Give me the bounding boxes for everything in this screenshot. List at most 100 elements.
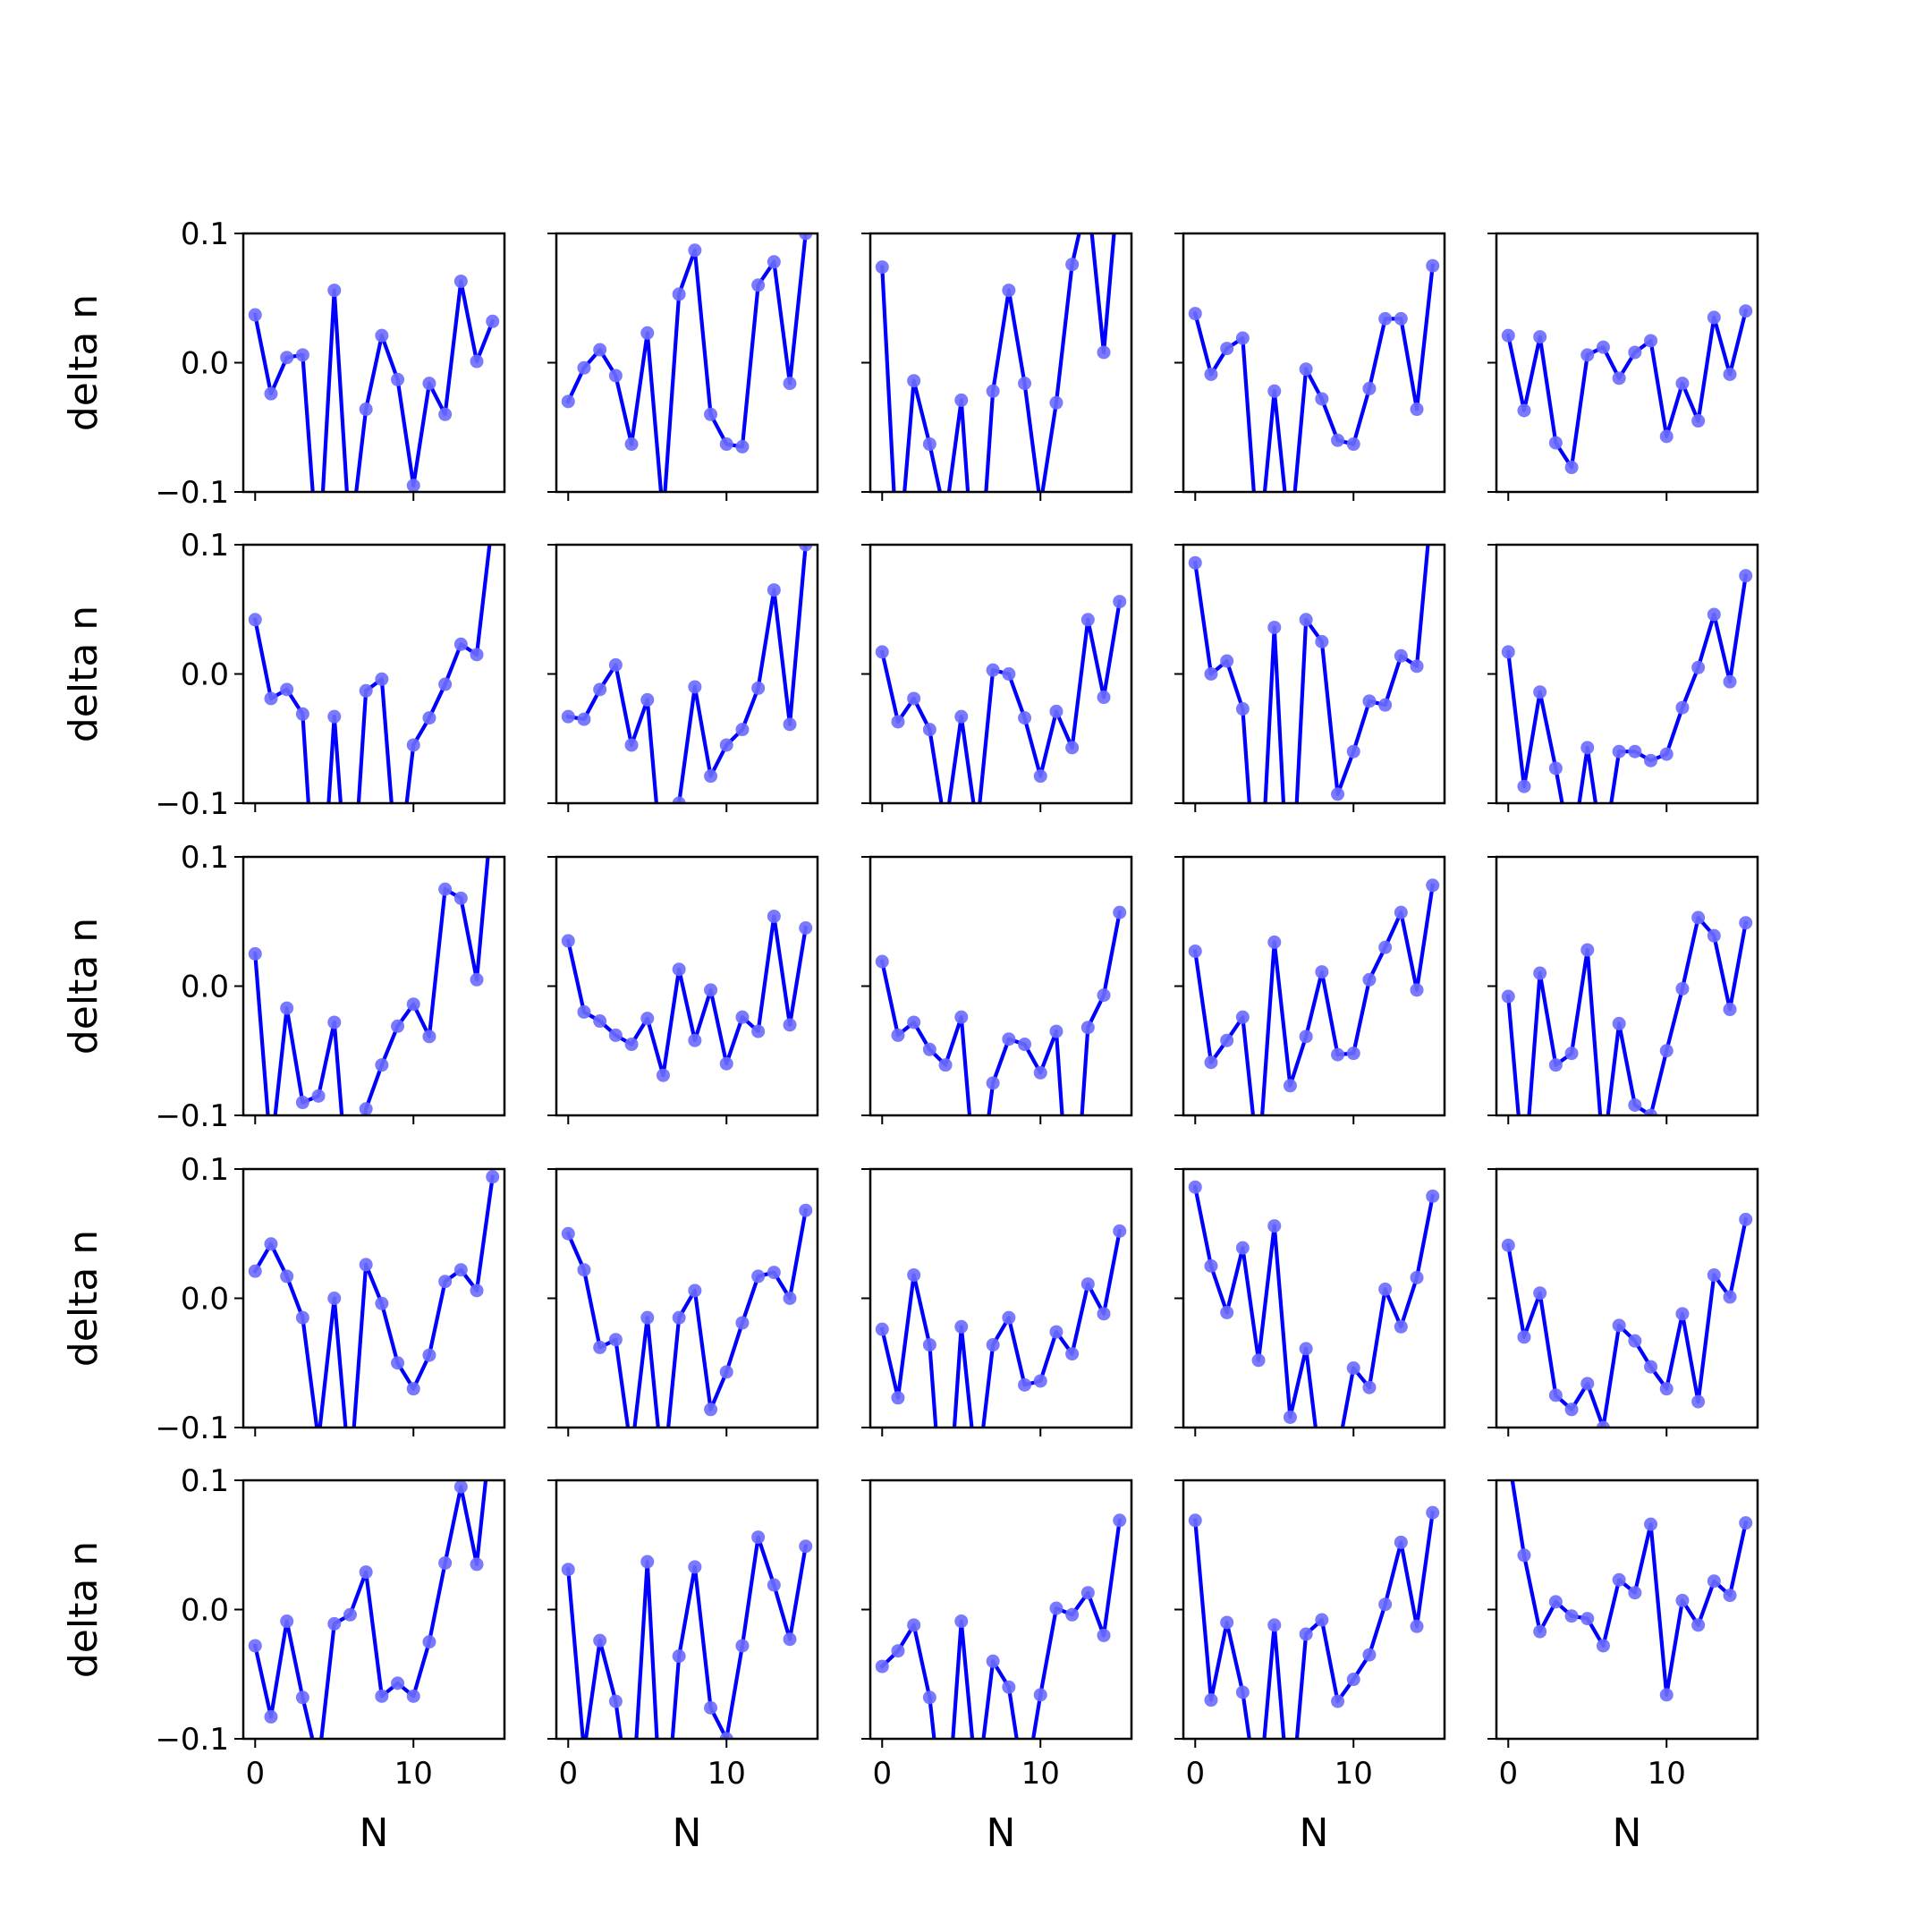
data-point [1426, 1189, 1440, 1203]
data-point [295, 348, 309, 362]
series-line [565, 1535, 809, 1739]
data-point [1113, 595, 1127, 609]
data-point [1644, 334, 1658, 348]
y-axis-label: delta n [61, 294, 106, 431]
data-point [704, 1700, 718, 1715]
data-point [1394, 648, 1408, 663]
data-point [295, 707, 309, 721]
data-point [1033, 1065, 1047, 1080]
data-point [1533, 966, 1547, 980]
data-point [1612, 1318, 1626, 1333]
data-point [891, 563, 904, 576]
data-point [264, 1237, 278, 1251]
data-point [295, 1310, 309, 1325]
subplot-r2-c4 [1174, 543, 1446, 812]
data-point [264, 386, 278, 401]
data-point [1596, 1639, 1610, 1653]
data-point [1080, 1277, 1095, 1292]
data-point [1251, 1353, 1266, 1368]
data-point [1644, 753, 1658, 767]
data-point [1394, 1535, 1408, 1549]
data-point [391, 874, 404, 887]
data-point [1644, 1360, 1658, 1374]
data-point [1097, 988, 1111, 1003]
axes-frame [555, 855, 819, 1117]
data-point [1675, 1307, 1690, 1321]
data-point [577, 360, 591, 375]
axes-frame [242, 543, 506, 805]
data-point [1628, 1586, 1642, 1600]
data-point [735, 1010, 750, 1024]
data-point [1628, 1334, 1642, 1348]
data-point [1315, 965, 1329, 979]
data-point [391, 1676, 405, 1690]
x-tick-label: 0 [1185, 1756, 1205, 1792]
data-point [422, 1030, 436, 1044]
data-point [1628, 1097, 1642, 1112]
series-line [1505, 1216, 1749, 1428]
data-point [688, 1560, 702, 1574]
series-line [252, 1174, 496, 1428]
data-point [672, 796, 686, 803]
data-point [719, 1056, 733, 1071]
data-point [1065, 258, 1080, 272]
data-point [657, 1849, 670, 1862]
data-point [954, 709, 969, 724]
data-point [907, 1618, 921, 1632]
data-point [799, 1203, 813, 1217]
subplot-r4-c4 [1174, 1167, 1446, 1436]
data-point [1739, 1516, 1753, 1530]
data-point [1299, 362, 1313, 377]
data-point [970, 1784, 984, 1797]
data-point [1533, 1624, 1547, 1639]
data-point [311, 1089, 326, 1103]
data-point [486, 314, 500, 328]
data-point [1739, 916, 1753, 930]
series-line [1505, 573, 1749, 803]
data-point [1533, 685, 1547, 699]
data-point [1612, 744, 1626, 758]
data-point [1628, 345, 1642, 360]
data-point [970, 822, 984, 835]
data-point [561, 1563, 575, 1577]
data-point [486, 513, 499, 526]
data-point [1502, 1448, 1515, 1462]
data-point [1565, 848, 1579, 861]
data-point [1612, 1572, 1626, 1587]
data-point [1331, 433, 1345, 447]
data-point [624, 1038, 639, 1052]
data-point [593, 1340, 607, 1354]
data-point [1691, 1618, 1706, 1632]
data-point [422, 711, 436, 725]
data-point [1707, 310, 1721, 325]
x-tick-label: 10 [708, 1756, 746, 1792]
series-group [875, 1224, 1127, 1428]
data-point [1049, 1601, 1063, 1615]
data-point [453, 1480, 468, 1494]
data-point [954, 1010, 969, 1024]
data-point [1707, 607, 1721, 622]
subplot-r1-c5 [1487, 232, 1759, 501]
axes-frame [869, 543, 1133, 805]
data-point [422, 1348, 436, 1362]
data-point [1394, 1319, 1408, 1334]
data-point [939, 511, 953, 524]
data-point [657, 511, 670, 524]
data-point [1235, 1010, 1250, 1024]
data-point [280, 1001, 294, 1015]
y-tick-label: 0.0 [181, 1282, 229, 1318]
data-point [1644, 1517, 1658, 1531]
subplot-r3-c5 [1487, 855, 1759, 1124]
data-point [1188, 307, 1202, 321]
series-group [1501, 569, 1753, 861]
data-point [719, 437, 733, 452]
data-point [486, 1170, 500, 1184]
data-point [1065, 741, 1080, 755]
data-point [799, 233, 813, 241]
data-point [577, 712, 591, 726]
series-line [565, 914, 809, 1078]
axes-frame [1182, 543, 1446, 805]
data-point [875, 954, 889, 969]
data-point [1596, 340, 1610, 354]
data-point [1002, 1032, 1016, 1046]
